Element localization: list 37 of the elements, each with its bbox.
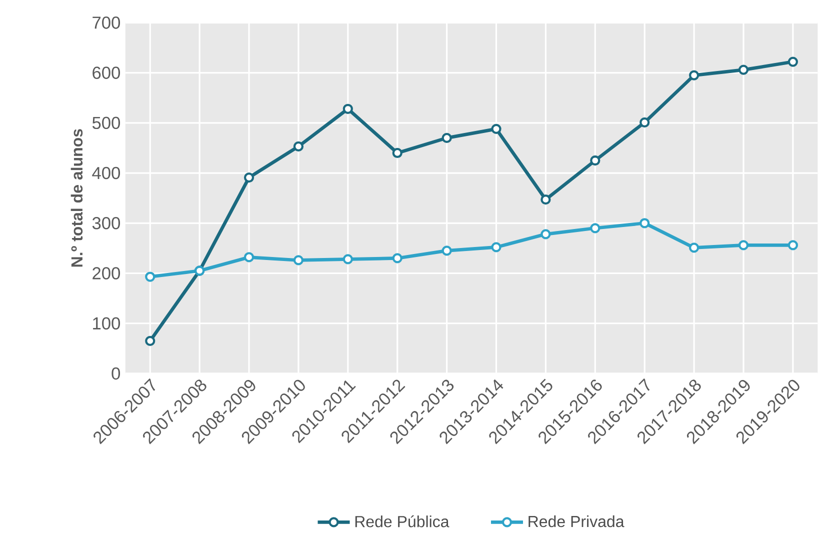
point — [442, 246, 452, 256]
y-tick-label: 0 — [112, 368, 120, 380]
point — [688, 70, 700, 81]
point — [540, 229, 551, 240]
point — [640, 118, 650, 128]
point — [491, 124, 502, 134]
y-tick-label: 300 — [92, 217, 120, 230]
point — [788, 240, 798, 250]
y-tick-label: 100 — [93, 317, 120, 330]
y-axis-title: N.º total de alunos — [70, 129, 83, 267]
legend-label: Rede Pública — [355, 516, 450, 528]
point — [590, 223, 600, 234]
y-tick-label: 700 — [92, 16, 120, 30]
point — [145, 272, 156, 282]
point — [342, 104, 353, 114]
point — [738, 64, 749, 76]
point — [491, 242, 502, 252]
y-tick-label: 500 — [92, 116, 120, 130]
point — [342, 254, 353, 265]
point — [392, 253, 402, 264]
point — [442, 133, 452, 144]
y-tick-label: 400 — [92, 167, 120, 180]
point — [293, 142, 304, 152]
point — [293, 255, 304, 266]
point — [688, 242, 700, 253]
point — [738, 240, 749, 250]
point — [145, 336, 156, 346]
point — [540, 194, 551, 205]
point — [788, 56, 798, 68]
point — [244, 252, 254, 263]
y-tick-label: 600 — [92, 66, 120, 80]
point — [640, 218, 650, 228]
point — [244, 172, 254, 183]
point — [392, 148, 402, 158]
y-tick-label: 200 — [92, 267, 120, 280]
legend-label: Rede Privada — [528, 516, 624, 528]
point — [590, 156, 600, 166]
